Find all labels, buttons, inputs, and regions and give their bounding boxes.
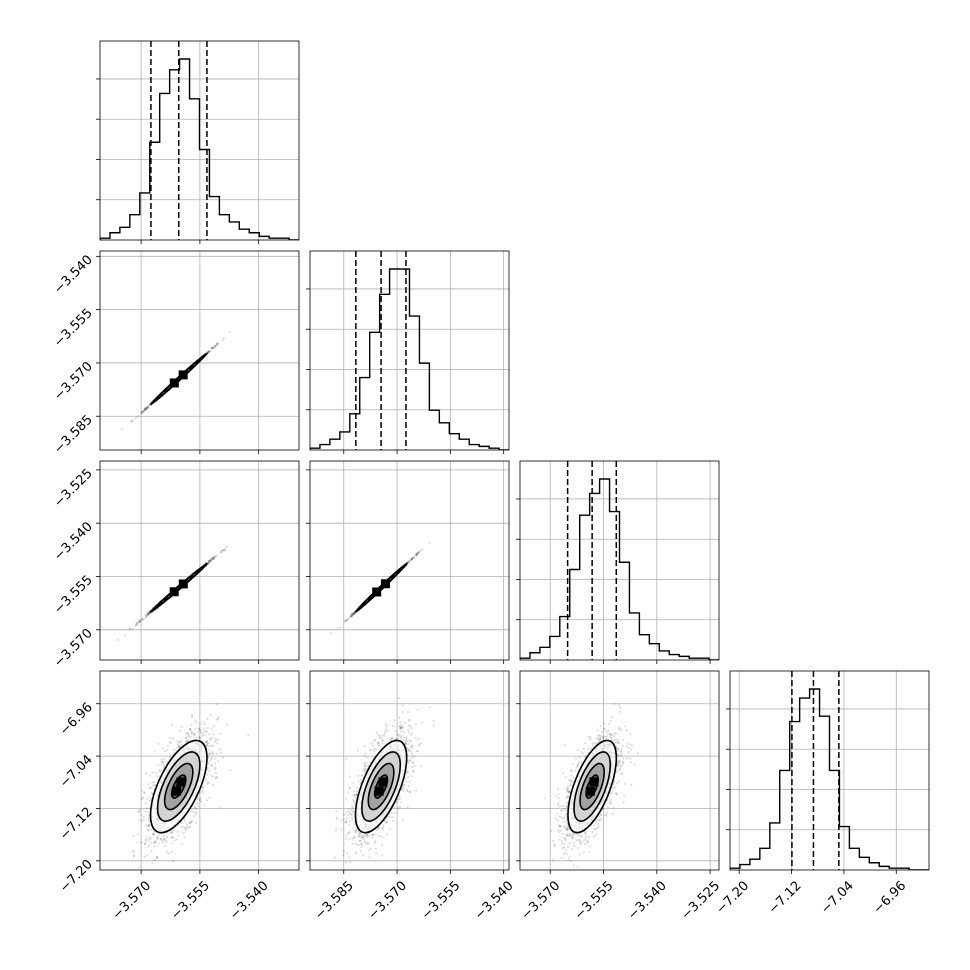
contour-3-2-1: [579, 762, 606, 811]
density-core-3-0-0: [176, 777, 186, 787]
x-tick-label-2-3: −3.525: [679, 878, 724, 923]
contour-3-0-0: [170, 774, 187, 799]
contour-1-0-3: [149, 352, 208, 406]
contour-3-1-3: [354, 739, 408, 834]
y-tick-label-1-2: −3.555: [51, 306, 96, 351]
y-tick-label-3-1: −7.12: [57, 805, 96, 844]
x-tick-label-2-2: −3.540: [625, 878, 670, 923]
density-core-3-1-0: [378, 777, 388, 787]
y-tick-label-1-3: −3.540: [51, 253, 96, 298]
panel-2-2: [516, 460, 720, 664]
contour-2-0-3: [149, 562, 208, 613]
contour-2-1-3: [354, 562, 408, 613]
panel-frame-1-0: [99, 250, 300, 451]
histogram-0: [100, 58, 299, 240]
y-tick-label-2-1: −3.555: [51, 573, 96, 618]
density-core-2-1-0: [380, 579, 390, 589]
x-tick-label-3-2: −7.04: [818, 878, 857, 917]
x-tick-label-3-1: −7.12: [766, 878, 805, 917]
contour-3-2-0: [585, 774, 599, 799]
contour-3-1-1: [367, 762, 395, 811]
panel-1-1: [306, 250, 510, 454]
panel-frame-0-0: [99, 40, 300, 241]
contour-3-1-0: [373, 774, 389, 799]
panel-2-1: [306, 460, 510, 664]
histogram-3: [730, 688, 929, 870]
x-tick-label-1-3: −3.540: [472, 878, 517, 923]
panel-3-1: −3.585 −3.570 −3.555 −3.540: [306, 670, 517, 923]
density-core-3-0-1: [172, 786, 182, 796]
panel-frame-3-1: [309, 670, 510, 871]
contour-3-2-3: [567, 739, 618, 834]
density-core-3-2-1: [585, 786, 595, 796]
contour-3-0-2: [156, 751, 201, 822]
density-core-1-0-1: [169, 378, 179, 388]
histogram-2: [520, 478, 719, 660]
y-tick-label-3-2: −7.04: [57, 752, 96, 791]
panel-0-0: [96, 40, 300, 244]
panel-3-3: −7.20 −7.12 −7.04 −6.96: [713, 670, 930, 917]
panel-frame-2-1: [309, 460, 510, 661]
density-core-3-1-1: [374, 786, 384, 796]
histogram-1: [310, 268, 509, 450]
panel-3-0: −7.20 −7.12 −7.04 −6.96 −3.570 −3.555 −3.540: [57, 670, 300, 923]
x-tick-label-1-1: −3.570: [365, 878, 410, 923]
panel-frame-3-0: [99, 670, 300, 871]
contour-3-2-2: [573, 751, 612, 822]
x-tick-label-0-0: −3.570: [110, 878, 155, 923]
y-tick-label-3-3: −6.96: [57, 700, 96, 739]
density-core-2-0-1: [169, 587, 179, 597]
x-tick-label-2-1: −3.555: [572, 878, 617, 923]
panel-frame-1-1: [309, 250, 510, 451]
panel-2-0: −3.570 −3.555 −3.540 −3.525: [51, 460, 300, 671]
x-tick-label-3-0: −7.20: [713, 878, 752, 917]
density-core-3-2-0: [589, 777, 599, 787]
x-tick-label-2-0: −3.570: [519, 878, 564, 923]
panel-frame-2-0: [99, 460, 300, 661]
y-tick-label-1-0: −3.585: [51, 412, 96, 457]
y-tick-label-2-0: −3.570: [51, 626, 96, 671]
density-core-1-0-0: [178, 370, 188, 380]
y-tick-label-1-1: −3.570: [51, 359, 96, 404]
panel-frame-2-2: [519, 460, 720, 661]
panel-frame-3-3: [729, 670, 930, 871]
density-core-2-1-1: [372, 587, 382, 597]
panel-1-0: −3.585 −3.570 −3.555 −3.540: [51, 250, 300, 457]
y-tick-label-3-0: −7.20: [57, 857, 96, 896]
x-tick-label-0-1: −3.555: [168, 878, 213, 923]
panel-frame-3-2: [519, 670, 720, 871]
contour-3-1-2: [361, 751, 402, 822]
panel-3-2: −3.570 −3.555 −3.540 −3.525: [516, 670, 724, 923]
y-tick-label-2-3: −3.525: [51, 466, 96, 511]
y-tick-label-2-2: −3.540: [51, 519, 96, 564]
density-core-2-0-0: [178, 579, 188, 589]
contour-3-0-1: [163, 762, 194, 811]
x-tick-label-0-2: −3.540: [227, 878, 272, 923]
x-tick-label-1-0: −3.585: [312, 878, 357, 923]
x-tick-label-3-3: −6.96: [871, 878, 910, 917]
contour-3-0-3: [149, 739, 208, 834]
x-tick-label-1-2: −3.555: [419, 878, 464, 923]
